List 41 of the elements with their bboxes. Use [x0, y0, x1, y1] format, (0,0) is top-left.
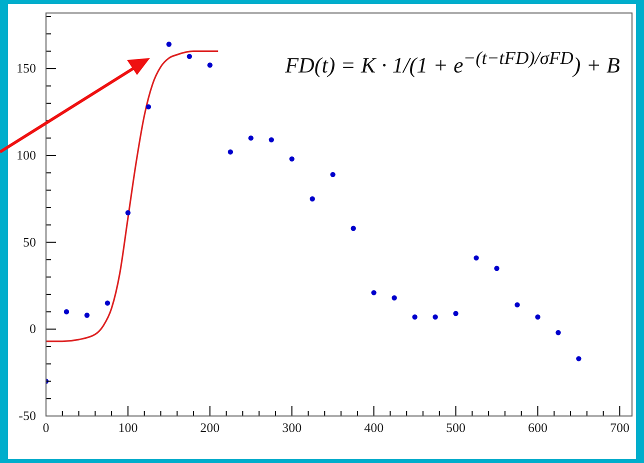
point	[412, 314, 418, 320]
point	[268, 137, 274, 142]
point	[289, 156, 294, 162]
point	[248, 135, 254, 141]
x-tick-label: 500	[446, 420, 466, 435]
point	[64, 309, 70, 314]
point	[556, 330, 561, 336]
x-tick-label: 100	[118, 420, 138, 435]
point	[207, 62, 213, 68]
point	[166, 42, 172, 47]
x-tick-label: 300	[282, 420, 302, 435]
point	[330, 172, 336, 178]
y-tick-label: 150	[16, 60, 36, 76]
point	[453, 310, 458, 316]
point	[474, 255, 479, 261]
point	[104, 300, 110, 306]
point	[432, 314, 438, 320]
point	[576, 356, 582, 362]
y-tick-label: 0	[30, 321, 36, 336]
point	[125, 210, 131, 216]
point	[494, 266, 500, 271]
point	[186, 54, 192, 60]
point	[535, 314, 540, 320]
x-tick-label: 600	[528, 420, 548, 435]
x-tick-label: 0	[42, 420, 50, 435]
x-tick-label: 700	[610, 420, 630, 435]
y-tick-label: -50	[18, 408, 36, 423]
point	[84, 312, 90, 318]
point	[514, 302, 520, 308]
point	[371, 290, 376, 296]
x-tick-label: 400	[364, 420, 384, 435]
point	[392, 295, 397, 300]
point	[146, 104, 152, 110]
point	[310, 196, 315, 202]
point	[350, 226, 356, 231]
y-tick-label: 100	[16, 147, 36, 162]
x-tick-label: 200	[200, 420, 220, 435]
point	[228, 149, 234, 155]
annotation: FD(t) = K · 1/(1 + e$^{−(t−tFD)/σFD}$) + B	[285, 48, 620, 78]
y-tick-label: 50	[23, 234, 36, 250]
line-series	[46, 50, 219, 342]
